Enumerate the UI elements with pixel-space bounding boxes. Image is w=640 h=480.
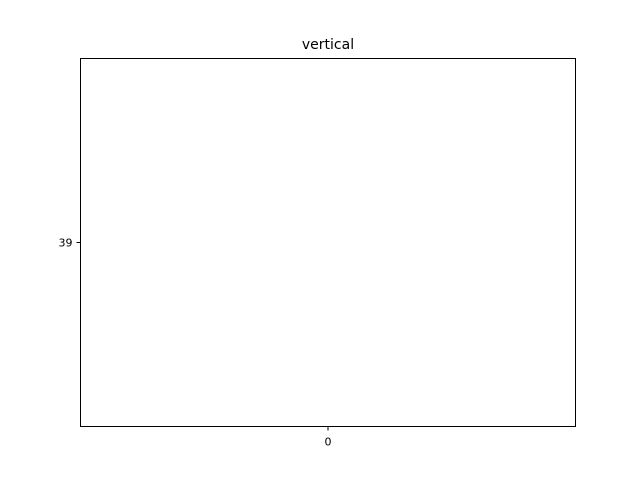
- y-tick-label: 39: [59, 237, 73, 250]
- x-tick-label: 0: [325, 436, 332, 449]
- chart-title: vertical: [302, 37, 354, 53]
- x-axis-ticks: 0: [325, 426, 332, 449]
- y-axis-ticks: 39: [59, 237, 81, 250]
